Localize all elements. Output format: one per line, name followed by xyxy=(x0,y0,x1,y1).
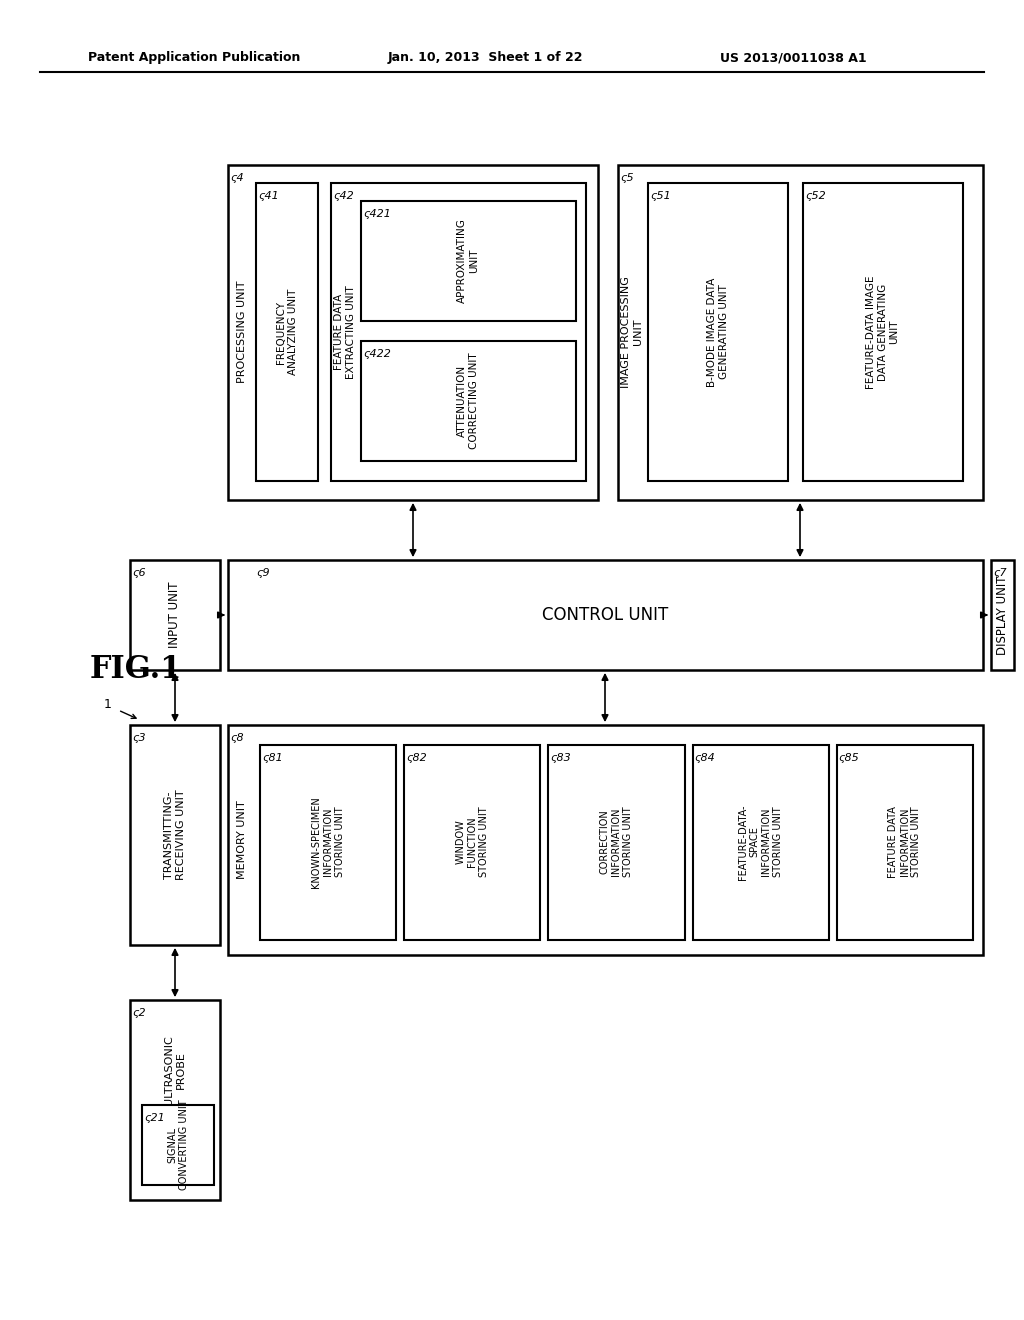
Text: ς421: ς421 xyxy=(362,209,391,219)
Text: ς2: ς2 xyxy=(132,1008,145,1018)
Text: ς7: ς7 xyxy=(993,568,1007,578)
Bar xyxy=(260,744,396,940)
Text: US 2013/0011038 A1: US 2013/0011038 A1 xyxy=(720,51,866,65)
Bar xyxy=(228,560,983,671)
Text: IMAGE PROCESSING
UNIT: IMAGE PROCESSING UNIT xyxy=(622,276,643,388)
Text: KNOWN-SPECIMEN
INFORMATION
STORING UNIT: KNOWN-SPECIMEN INFORMATION STORING UNIT xyxy=(311,796,345,888)
Text: ς422: ς422 xyxy=(362,348,391,359)
Text: ς84: ς84 xyxy=(694,752,716,763)
Bar xyxy=(130,560,220,671)
Text: FEATURE DATA
INFORMATION
STORING UNIT: FEATURE DATA INFORMATION STORING UNIT xyxy=(888,807,922,878)
Text: ULTRASONIC
PROBE: ULTRASONIC PROBE xyxy=(164,1035,185,1105)
Text: WINDOW
FUNCTION
STORING UNIT: WINDOW FUNCTION STORING UNIT xyxy=(456,807,488,878)
Text: CORRECTION
INFORMATION
STORING UNIT: CORRECTION INFORMATION STORING UNIT xyxy=(600,807,633,878)
Bar xyxy=(130,1001,220,1200)
Text: B-MODE IMAGE DATA
GENERATING UNIT: B-MODE IMAGE DATA GENERATING UNIT xyxy=(708,277,729,387)
Bar xyxy=(142,1105,214,1185)
Text: ς5: ς5 xyxy=(620,173,634,183)
Text: ς52: ς52 xyxy=(805,191,825,201)
Text: Jan. 10, 2013  Sheet 1 of 22: Jan. 10, 2013 Sheet 1 of 22 xyxy=(388,51,584,65)
Text: Patent Application Publication: Patent Application Publication xyxy=(88,51,300,65)
Text: CONTROL UNIT: CONTROL UNIT xyxy=(542,606,668,624)
Text: ς3: ς3 xyxy=(132,733,145,743)
Bar xyxy=(803,183,963,480)
Text: ς83: ς83 xyxy=(551,752,571,763)
Text: ς41: ς41 xyxy=(258,191,279,201)
Text: ς81: ς81 xyxy=(262,752,283,763)
Bar xyxy=(331,183,586,480)
Bar xyxy=(361,341,575,461)
Bar xyxy=(361,201,575,321)
Text: ς42: ς42 xyxy=(333,191,353,201)
Text: ATTENUATION
CORRECTING UNIT: ATTENUATION CORRECTING UNIT xyxy=(457,352,479,449)
Bar xyxy=(692,744,828,940)
Bar xyxy=(837,744,973,940)
Bar xyxy=(404,744,541,940)
Text: FEATURE-DATA-
SPACE
INFORMATION
STORING UNIT: FEATURE-DATA- SPACE INFORMATION STORING … xyxy=(738,804,783,879)
Text: ς21: ς21 xyxy=(144,1113,165,1123)
Text: ς6: ς6 xyxy=(132,568,145,578)
Text: ς8: ς8 xyxy=(230,733,244,743)
Text: FREQUENCY
ANALYZING UNIT: FREQUENCY ANALYZING UNIT xyxy=(276,289,298,375)
Text: PROCESSING UNIT: PROCESSING UNIT xyxy=(237,281,247,383)
Text: ς85: ς85 xyxy=(839,752,859,763)
Bar xyxy=(256,183,318,480)
Bar xyxy=(228,165,598,500)
Text: DISPLAY UNIT: DISPLAY UNIT xyxy=(995,576,1009,655)
Text: INPUT UNIT: INPUT UNIT xyxy=(169,582,181,648)
Text: MEMORY UNIT: MEMORY UNIT xyxy=(237,801,247,879)
Text: ς4: ς4 xyxy=(230,173,244,183)
Text: TRANSMITTING-
RECEIVING UNIT: TRANSMITTING- RECEIVING UNIT xyxy=(164,789,185,880)
Text: FIG.1: FIG.1 xyxy=(90,655,182,685)
Text: ς9: ς9 xyxy=(256,568,269,578)
Text: SIGNAL
CONVERTING UNIT: SIGNAL CONVERTING UNIT xyxy=(167,1100,188,1191)
Text: FEATURE-DATA IMAGE
DATA GENERATING
UNIT: FEATURE-DATA IMAGE DATA GENERATING UNIT xyxy=(866,276,900,389)
Text: ς51: ς51 xyxy=(650,191,671,201)
Text: APPROXIMATING
UNIT: APPROXIMATING UNIT xyxy=(457,219,479,304)
Text: 1: 1 xyxy=(104,698,112,711)
Text: ς82: ς82 xyxy=(407,752,427,763)
Bar xyxy=(549,744,685,940)
Bar xyxy=(648,183,788,480)
Text: FEATURE DATA
EXTRACTING UNIT: FEATURE DATA EXTRACTING UNIT xyxy=(334,285,355,379)
Bar xyxy=(991,560,1014,671)
Bar xyxy=(228,725,983,954)
Bar xyxy=(130,725,220,945)
Bar xyxy=(618,165,983,500)
